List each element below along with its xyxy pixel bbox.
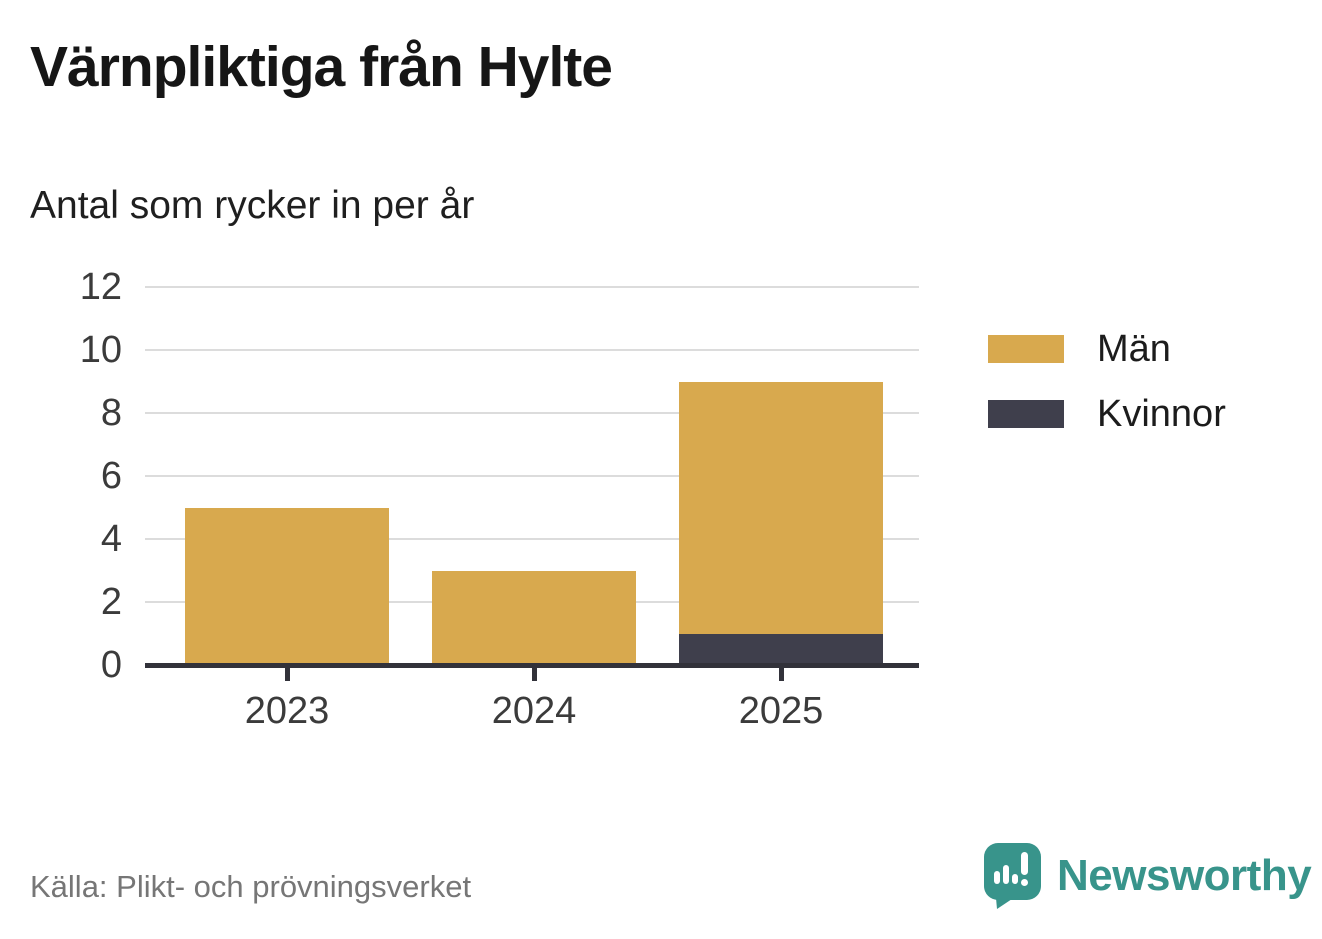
bar-segment-män: [185, 508, 389, 666]
legend-label-men: Män: [1097, 328, 1171, 370]
chart-subtitle: Antal som rycker in per år: [30, 184, 475, 227]
gridline: [145, 349, 919, 351]
gridline: [145, 538, 919, 540]
legend-swatch-men-icon: [988, 335, 1064, 363]
x-tick-label: 2025: [738, 690, 824, 732]
legend-swatch-women-icon: [988, 400, 1064, 428]
y-tick-label: 12: [79, 266, 122, 308]
x-tick-label: 2024: [491, 690, 577, 732]
legend-item-women: Kvinnor: [988, 395, 1226, 433]
legend-label-women: Kvinnor: [1097, 393, 1226, 435]
y-tick-label: 2: [100, 581, 122, 623]
legend: Män Kvinnor: [988, 330, 1226, 433]
gridline: [145, 475, 919, 477]
y-tick-label: 6: [100, 455, 122, 497]
x-axis-tick: [285, 668, 290, 681]
y-tick-label: 10: [79, 329, 122, 371]
x-tick-label: 2023: [244, 690, 330, 732]
newsworthy-wordmark: Newsworthy: [1057, 851, 1312, 900]
y-tick-label: 8: [100, 392, 122, 434]
y-tick-label: 4: [100, 518, 122, 560]
newsworthy-bubble-chart-icon: [983, 843, 1043, 909]
gridline: [145, 412, 919, 414]
bar-segment-kvinnor: [679, 634, 883, 666]
x-axis-tick: [779, 668, 784, 681]
source-attribution: Källa: Plikt- och prövningsverket: [30, 869, 472, 904]
newsworthy-logo[interactable]: Newsworthy: [983, 843, 1312, 909]
y-tick-label: 0: [100, 644, 122, 686]
legend-item-men: Män: [988, 330, 1226, 368]
bar-segment-män: [679, 382, 883, 634]
x-axis-tick: [532, 668, 537, 681]
bar-segment-män: [432, 571, 636, 666]
page-title: Värnpliktiga från Hylte: [30, 35, 613, 99]
x-axis-line: [145, 663, 919, 668]
gridline: [145, 286, 919, 288]
